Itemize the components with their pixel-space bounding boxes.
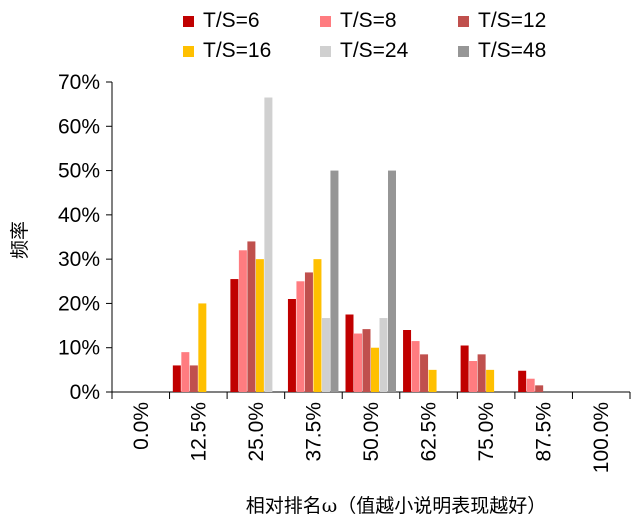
legend-label: T/S=48: [478, 39, 546, 62]
y-tick-label: 60%: [58, 115, 100, 138]
bar: [313, 259, 322, 392]
legend: T/S=6 T/S=8 T/S=12 T/S=16 T/S=24 T/S=48: [183, 9, 546, 62]
x-tick-label: 25.0%: [245, 402, 268, 462]
bar: [460, 345, 469, 392]
legend-label: T/S=16: [203, 39, 271, 62]
legend-label: T/S=12: [478, 9, 546, 32]
legend-swatch: [458, 46, 469, 57]
legend-label: T/S=24: [340, 39, 409, 62]
bar: [264, 97, 273, 392]
legend-swatch: [183, 46, 194, 57]
bar: [238, 250, 247, 392]
bar: [172, 365, 181, 392]
bar: [477, 354, 486, 392]
x-axis: 0.0% 12.5% 25.0% 37.5% 50.0% 62.5% 75.0% 87.5% 1…: [111, 391, 631, 473]
legend-swatch: [320, 46, 331, 57]
bar: [379, 318, 388, 392]
bar: [486, 369, 495, 392]
x-axis-title: 相对排名ω（值越小说明表现越好）: [246, 495, 547, 517]
y-tick-label: 30%: [58, 248, 100, 271]
x-tick-label: 37.5%: [302, 402, 325, 462]
bar: [247, 241, 256, 392]
y-tick-label: 20%: [58, 292, 100, 315]
bar: [526, 378, 535, 392]
bar: [362, 329, 371, 392]
legend-item: T/S=12: [458, 9, 546, 32]
y-tick-label: 40%: [58, 204, 100, 227]
bar: [518, 370, 527, 392]
bar: [411, 341, 420, 392]
bar: [330, 170, 339, 392]
y-tick-label: 50%: [58, 160, 100, 183]
bar: [287, 299, 296, 392]
x-tick-label: 50.0%: [360, 402, 383, 462]
bar: [371, 347, 379, 392]
bar: [296, 281, 305, 392]
legend-swatch: [183, 16, 194, 27]
legend-item: T/S=16: [183, 39, 271, 62]
legend-item: T/S=24: [320, 39, 409, 62]
legend-item: T/S=48: [458, 39, 546, 62]
bar: [198, 303, 207, 392]
y-tick-label: 70%: [58, 71, 100, 94]
x-tick-label: 100.0%: [590, 402, 613, 473]
legend-item: T/S=6: [183, 9, 260, 32]
legend-label: T/S=8: [340, 9, 397, 32]
bars: [172, 97, 544, 392]
x-tick-label: 0.0%: [130, 402, 153, 450]
y-tick-label: 10%: [58, 337, 100, 360]
x-tick-label: 87.5%: [533, 402, 556, 462]
bar: [345, 314, 354, 392]
bar: [354, 333, 362, 392]
legend-swatch: [320, 16, 331, 27]
bar: [428, 369, 437, 392]
legend-item: T/S=8: [320, 9, 397, 32]
x-tick-label: 12.5%: [187, 402, 210, 462]
y-tick-label: 0%: [70, 381, 100, 404]
bar: [189, 365, 198, 392]
legend-swatch: [458, 16, 469, 27]
bar: [469, 361, 478, 392]
bar: [255, 259, 264, 392]
bar: [321, 318, 330, 392]
x-tick-label: 62.5%: [418, 402, 441, 462]
x-tick-label: 75.0%: [475, 402, 498, 462]
bar: [403, 330, 412, 392]
legend-label: T/S=6: [203, 9, 260, 32]
bar: [181, 352, 190, 392]
y-axis: 0% 10% 20% 30% 40% 50% 60% 70%: [58, 71, 113, 404]
bar: [388, 170, 396, 392]
bar: [535, 385, 544, 392]
bar: [304, 272, 313, 392]
bar: [230, 279, 239, 392]
y-axis-title: 频率: [9, 221, 31, 259]
bar: [420, 354, 429, 392]
